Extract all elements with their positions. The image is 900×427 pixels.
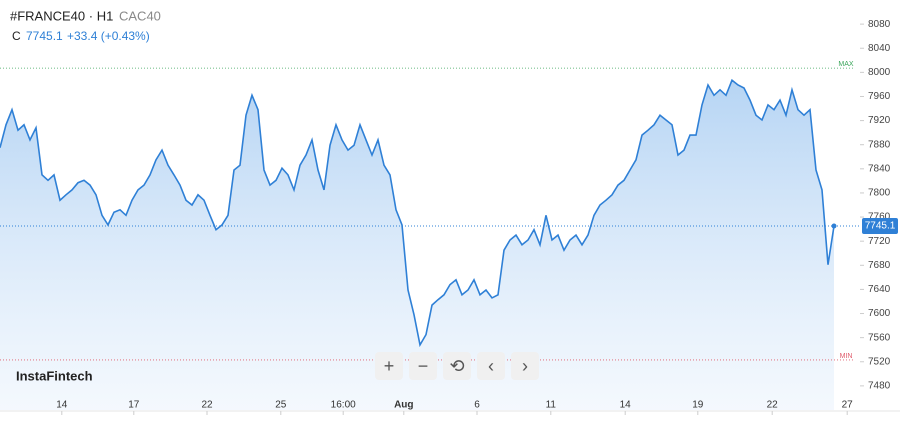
y-tick-label: 7760 xyxy=(868,212,891,223)
y-tick-label: 7640 xyxy=(868,284,891,295)
x-tick-label: 19 xyxy=(692,400,704,411)
y-tick-label: 7520 xyxy=(868,356,891,367)
x-tick-label: 14 xyxy=(620,400,632,411)
y-tick-label: 7720 xyxy=(868,236,891,247)
price-tag xyxy=(862,218,898,235)
x-tick-label: 11 xyxy=(546,400,557,411)
scroll-left-button[interactable]: ‹ xyxy=(477,352,505,380)
x-tick-label: 17 xyxy=(128,400,140,411)
y-tick-label: 7880 xyxy=(868,139,891,150)
axis-bg xyxy=(860,0,900,427)
close-value: 7745.1 xyxy=(26,29,63,43)
y-tick-label: 7480 xyxy=(868,381,891,392)
y-tick-label: 8040 xyxy=(868,43,891,54)
reference-label: MAX xyxy=(838,61,854,68)
x-tick-label: 14 xyxy=(56,400,68,411)
reset-button[interactable]: ⟲ xyxy=(443,352,471,380)
y-tick-label: 7600 xyxy=(868,308,891,319)
area-fill xyxy=(0,80,834,410)
x-tick-label: Aug xyxy=(394,400,413,411)
y-tick-label: 7840 xyxy=(868,163,891,174)
y-tick-label: 8000 xyxy=(868,67,891,78)
change: +33.4 (+0.43%) xyxy=(67,29,150,43)
close-prefix: C xyxy=(12,29,21,43)
x-tick-label: 27 xyxy=(842,400,854,411)
plot xyxy=(0,78,835,410)
brand: InstaFintech xyxy=(16,368,93,383)
y-tick-label: 8080 xyxy=(868,19,891,30)
instrument: CAC40 xyxy=(119,8,161,23)
zoom-out-button[interactable]: − xyxy=(409,352,437,380)
x-tick-label: 6 xyxy=(474,400,480,411)
y-tick-label: 7960 xyxy=(868,91,891,102)
symbol: #FRANCE40 · H1 xyxy=(10,8,113,23)
x-tick-label: 22 xyxy=(767,400,779,411)
y-tick-label: 7800 xyxy=(868,188,891,199)
zoom-in-button[interactable]: + xyxy=(375,352,403,380)
last-price-dot xyxy=(831,223,837,229)
price-line xyxy=(0,78,835,348)
x-tick-label: 16:00 xyxy=(331,400,356,411)
price-tag-label: 7745.1 xyxy=(865,221,896,232)
reference-label: MIN xyxy=(840,353,853,360)
x-tick-label: 22 xyxy=(201,400,213,411)
y-tick-label: 7920 xyxy=(868,115,891,126)
y-tick-label: 7560 xyxy=(868,332,891,343)
y-tick-label: 7680 xyxy=(868,260,891,271)
x-tick-label: 25 xyxy=(275,400,287,411)
scroll-right-button[interactable]: › xyxy=(511,352,539,380)
